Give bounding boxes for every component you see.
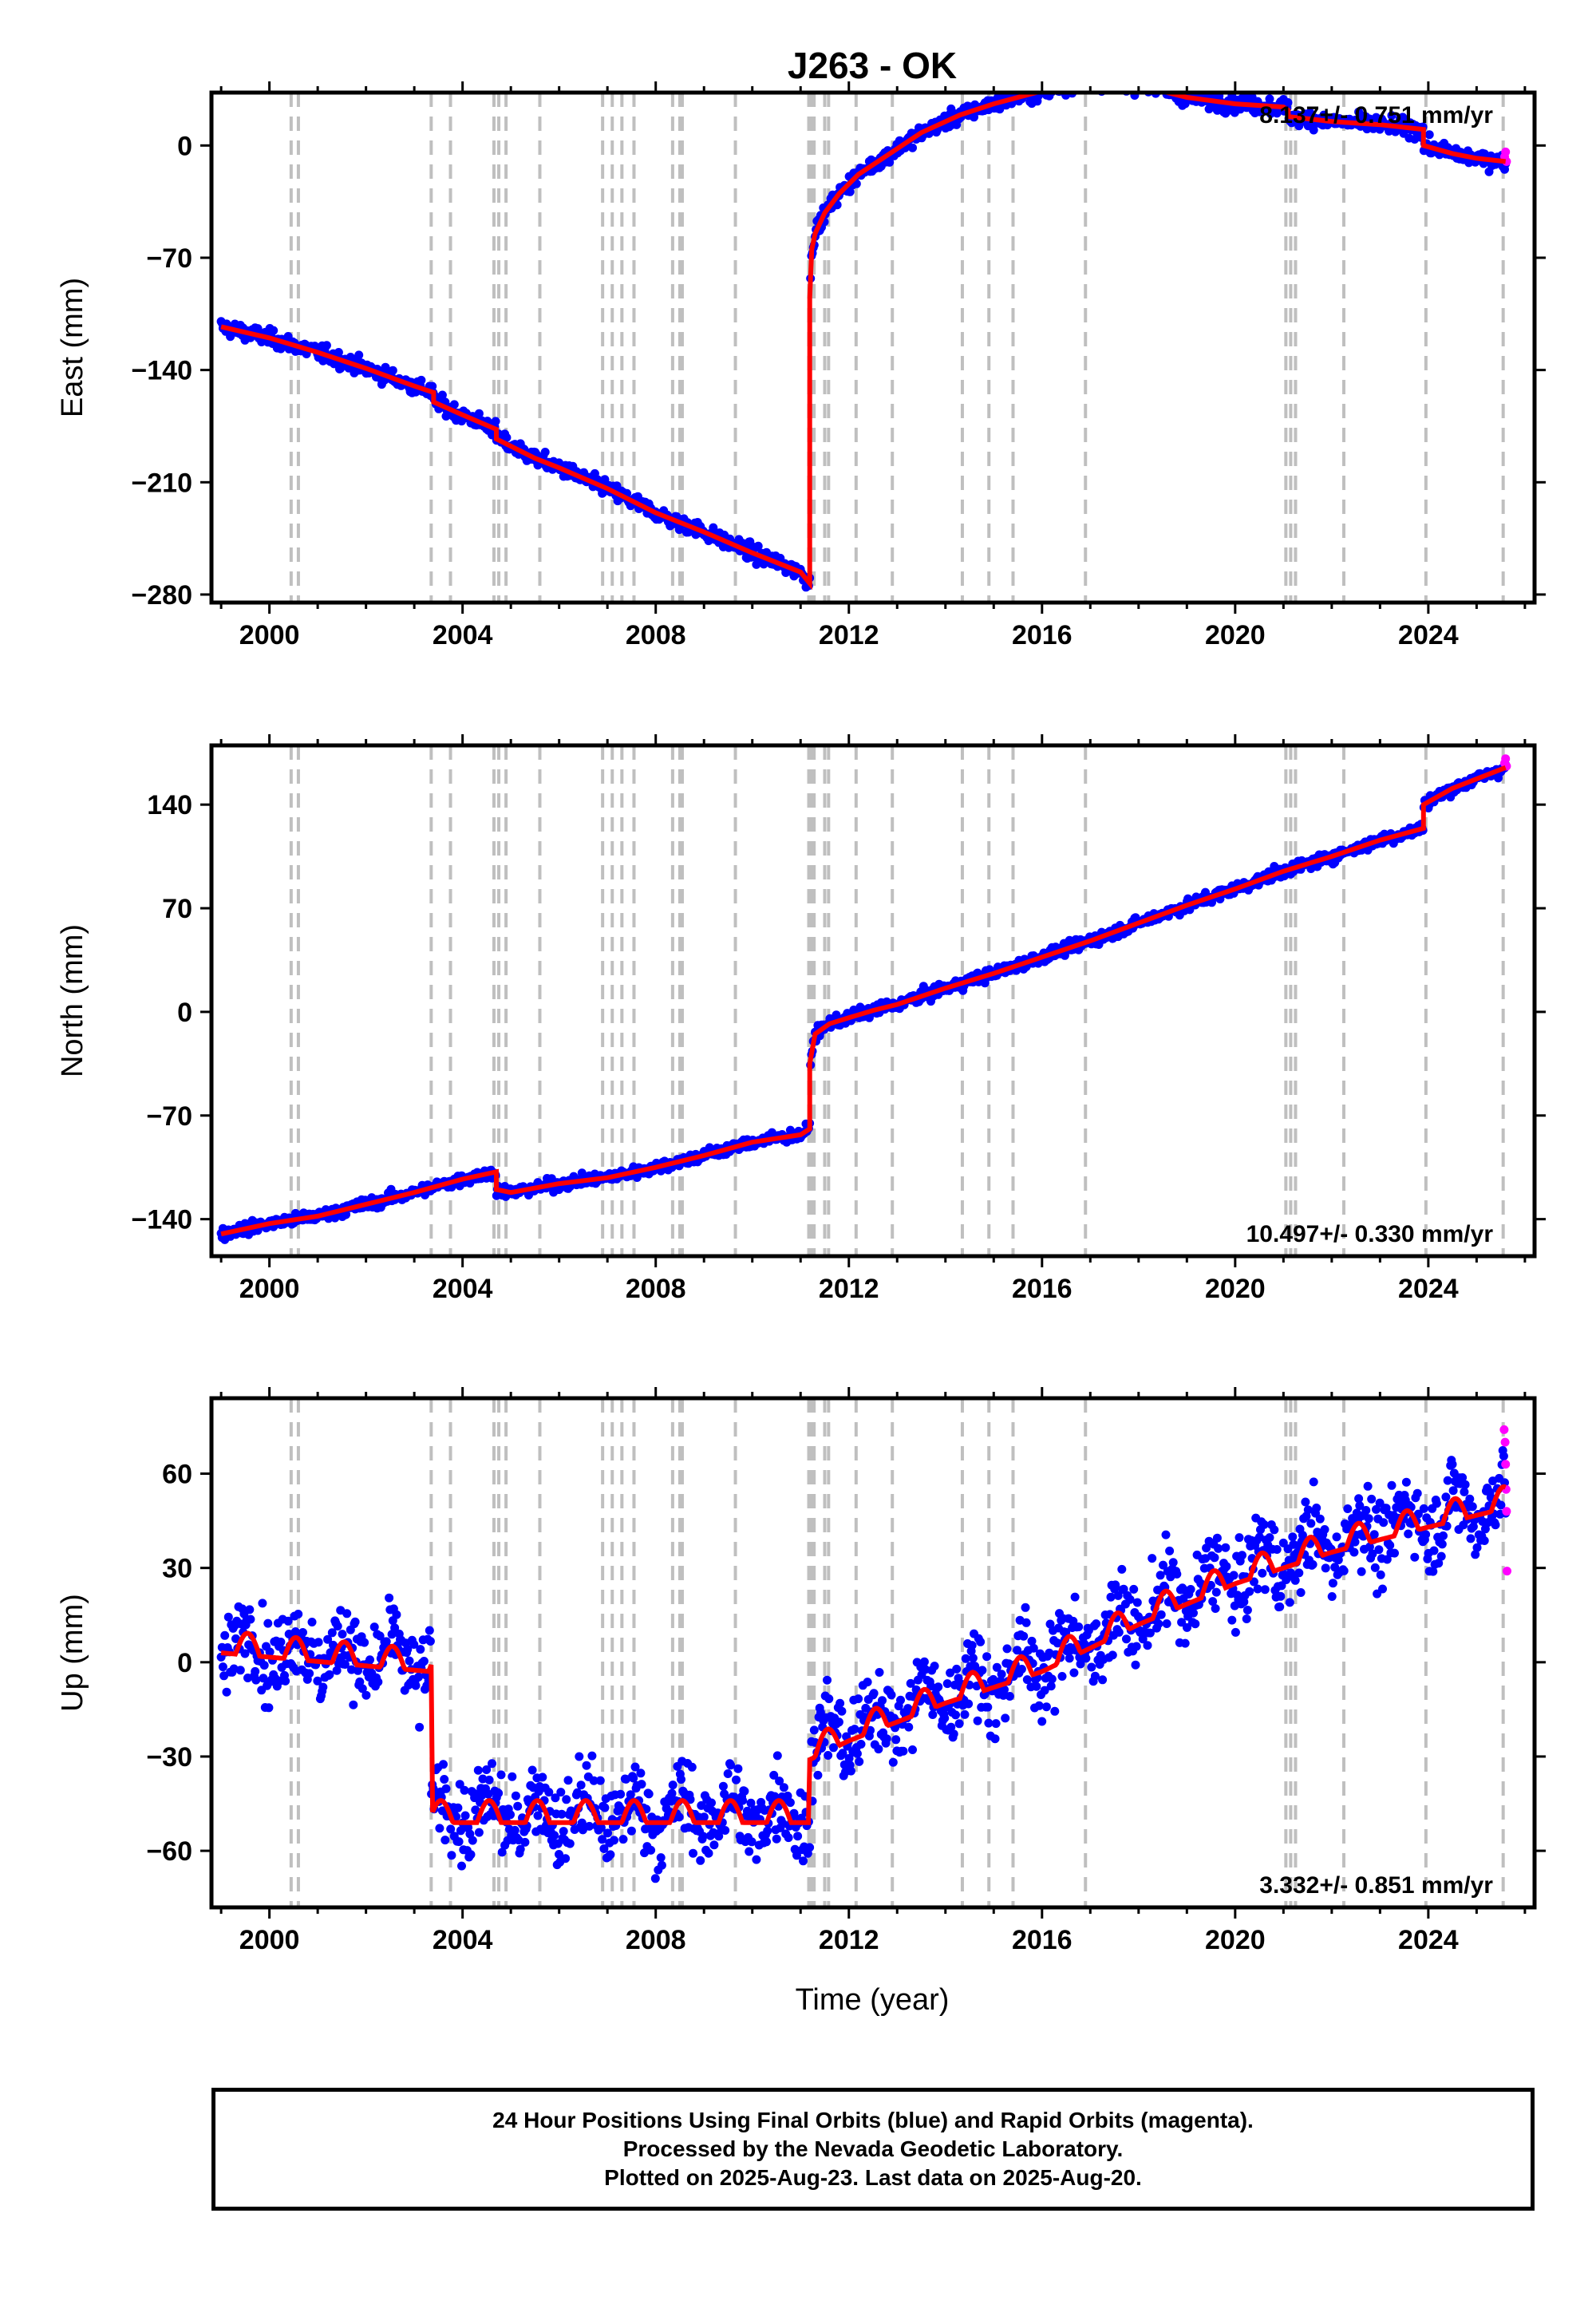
y-axis: −60 −30 0 30 60 [146,1460,1546,1867]
figure-title: J263 - OK [788,45,957,86]
final-orbit-points [216,760,1511,1244]
rapid-orbit-point [1502,1507,1511,1516]
x-tick-label: 2008 [626,1274,686,1304]
y-tick-label: 140 [147,790,192,820]
step-lines [289,1398,1505,1907]
x-axis: 2000 2004 2008 2012 2016 2020 2024 [219,81,1527,650]
x-tick-label: 2008 [626,620,686,650]
y-tick-label: 60 [162,1460,192,1490]
x-tick-label: 2004 [433,620,493,650]
y-tick-label: −140 [131,1205,192,1235]
y-tick-label: 30 [162,1554,192,1584]
x-tick-label: 2016 [1012,1925,1073,1955]
plot-frame [209,90,1537,605]
x-tick-label: 2012 [819,1274,879,1304]
y-tick-label: 0 [177,131,192,161]
x-tick-label: 2000 [239,1925,300,1955]
x-tick-label: 2024 [1398,1925,1459,1955]
rapid-orbit-point [1501,1460,1511,1469]
velocity-label: 10.497+/- 0.330 mm/yr [1246,1221,1494,1247]
rapid-orbit-point [1501,147,1511,156]
rapid-orbit-point [1503,1567,1512,1576]
plot-frame [209,1396,1537,1910]
x-tick-label: 2020 [1205,1925,1266,1955]
x-axis: 2000 2004 2008 2012 2016 2020 2024 [219,734,1527,1304]
final-orbit-points [216,1446,1511,1883]
y-tick-label: −140 [131,356,192,386]
y-axis-label: North (mm) [56,924,89,1077]
y-tick-label: 0 [177,998,192,1028]
x-tick-label: 2012 [819,1925,879,1955]
y-tick-label: −30 [146,1742,192,1773]
y-tick-label: −280 [131,580,192,611]
y-axis-label: East (mm) [56,278,89,417]
info-line-2: Processed by the Nevada Geodetic Laborat… [622,2136,1124,2161]
x-tick-label: 2008 [626,1925,686,1955]
final-orbit-points [216,93,1511,592]
info-box: 24 Hour Positions Using Final Orbits (bl… [211,2088,1535,2211]
x-tick-label: 2024 [1398,620,1459,650]
x-tick-label: 2020 [1205,620,1266,650]
info-line-1: 24 Hour Positions Using Final Orbits (bl… [492,2108,1254,2132]
final-orbit-scatter [216,93,1511,592]
x-tick-label: 2004 [433,1274,493,1304]
x-tick-label: 2000 [239,620,300,650]
y-tick-label: −210 [131,468,192,498]
x-axis: 2000 2004 2008 2012 2016 2020 2024 [219,1387,1527,1955]
rapid-orbit-points [1499,754,1511,771]
y-axis: −280 −210 −140 −70 0 [131,131,1546,611]
y-axis-label: Up (mm) [56,1594,89,1712]
y-tick-label: 70 [162,894,192,924]
x-tick-label: 2004 [433,1925,493,1955]
step-lines [289,93,1505,603]
y-tick-label: −70 [146,1101,192,1132]
panel-2: 2000 2004 2008 2012 2016 2020 2024 −140 −70 0 70 14… [56,734,1546,1304]
rapid-orbit-point [1499,1425,1509,1434]
x-tick-label: 2024 [1398,1274,1459,1304]
model-line [220,1484,1507,1825]
x-tick-label: 2000 [239,1274,300,1304]
final-orbit-scatter [216,760,1511,1244]
x-axis-label: Time (year) [796,1983,950,2017]
rapid-orbit-point [1501,754,1511,764]
plot-frame [209,743,1537,1259]
x-tick-label: 2020 [1205,1274,1266,1304]
step-lines [289,745,1505,1256]
velocity-label: 8.137+/- 0.751 mm/yr [1259,102,1493,128]
velocity-label: 3.332+/- 0.851 mm/yr [1259,1872,1493,1899]
x-tick-label: 2016 [1012,620,1073,650]
model-line [220,93,1507,591]
y-tick-label: −60 [146,1836,192,1867]
panels: 2000 2004 2008 2012 2016 2020 2024 −280 −210 −140… [56,81,1546,1955]
y-tick-label: 0 [177,1648,192,1678]
panel-3: 2000 2004 2008 2012 2016 2020 2024 −60 −30 0 30 60 U… [56,1387,1546,1955]
x-tick-label: 2016 [1012,1274,1073,1304]
x-tick-label: 2012 [819,620,879,650]
info-line-3: Plotted on 2025-Aug-23. Last data on 202… [604,2165,1142,2190]
panel-1: 2000 2004 2008 2012 2016 2020 2024 −280 −210 −140… [56,81,1546,650]
y-axis: −140 −70 0 70 140 [131,790,1546,1235]
y-tick-label: −70 [146,243,192,274]
rapid-orbit-point [1500,1437,1510,1447]
final-orbit-scatter [216,1446,1511,1883]
model-line [220,765,1507,1237]
